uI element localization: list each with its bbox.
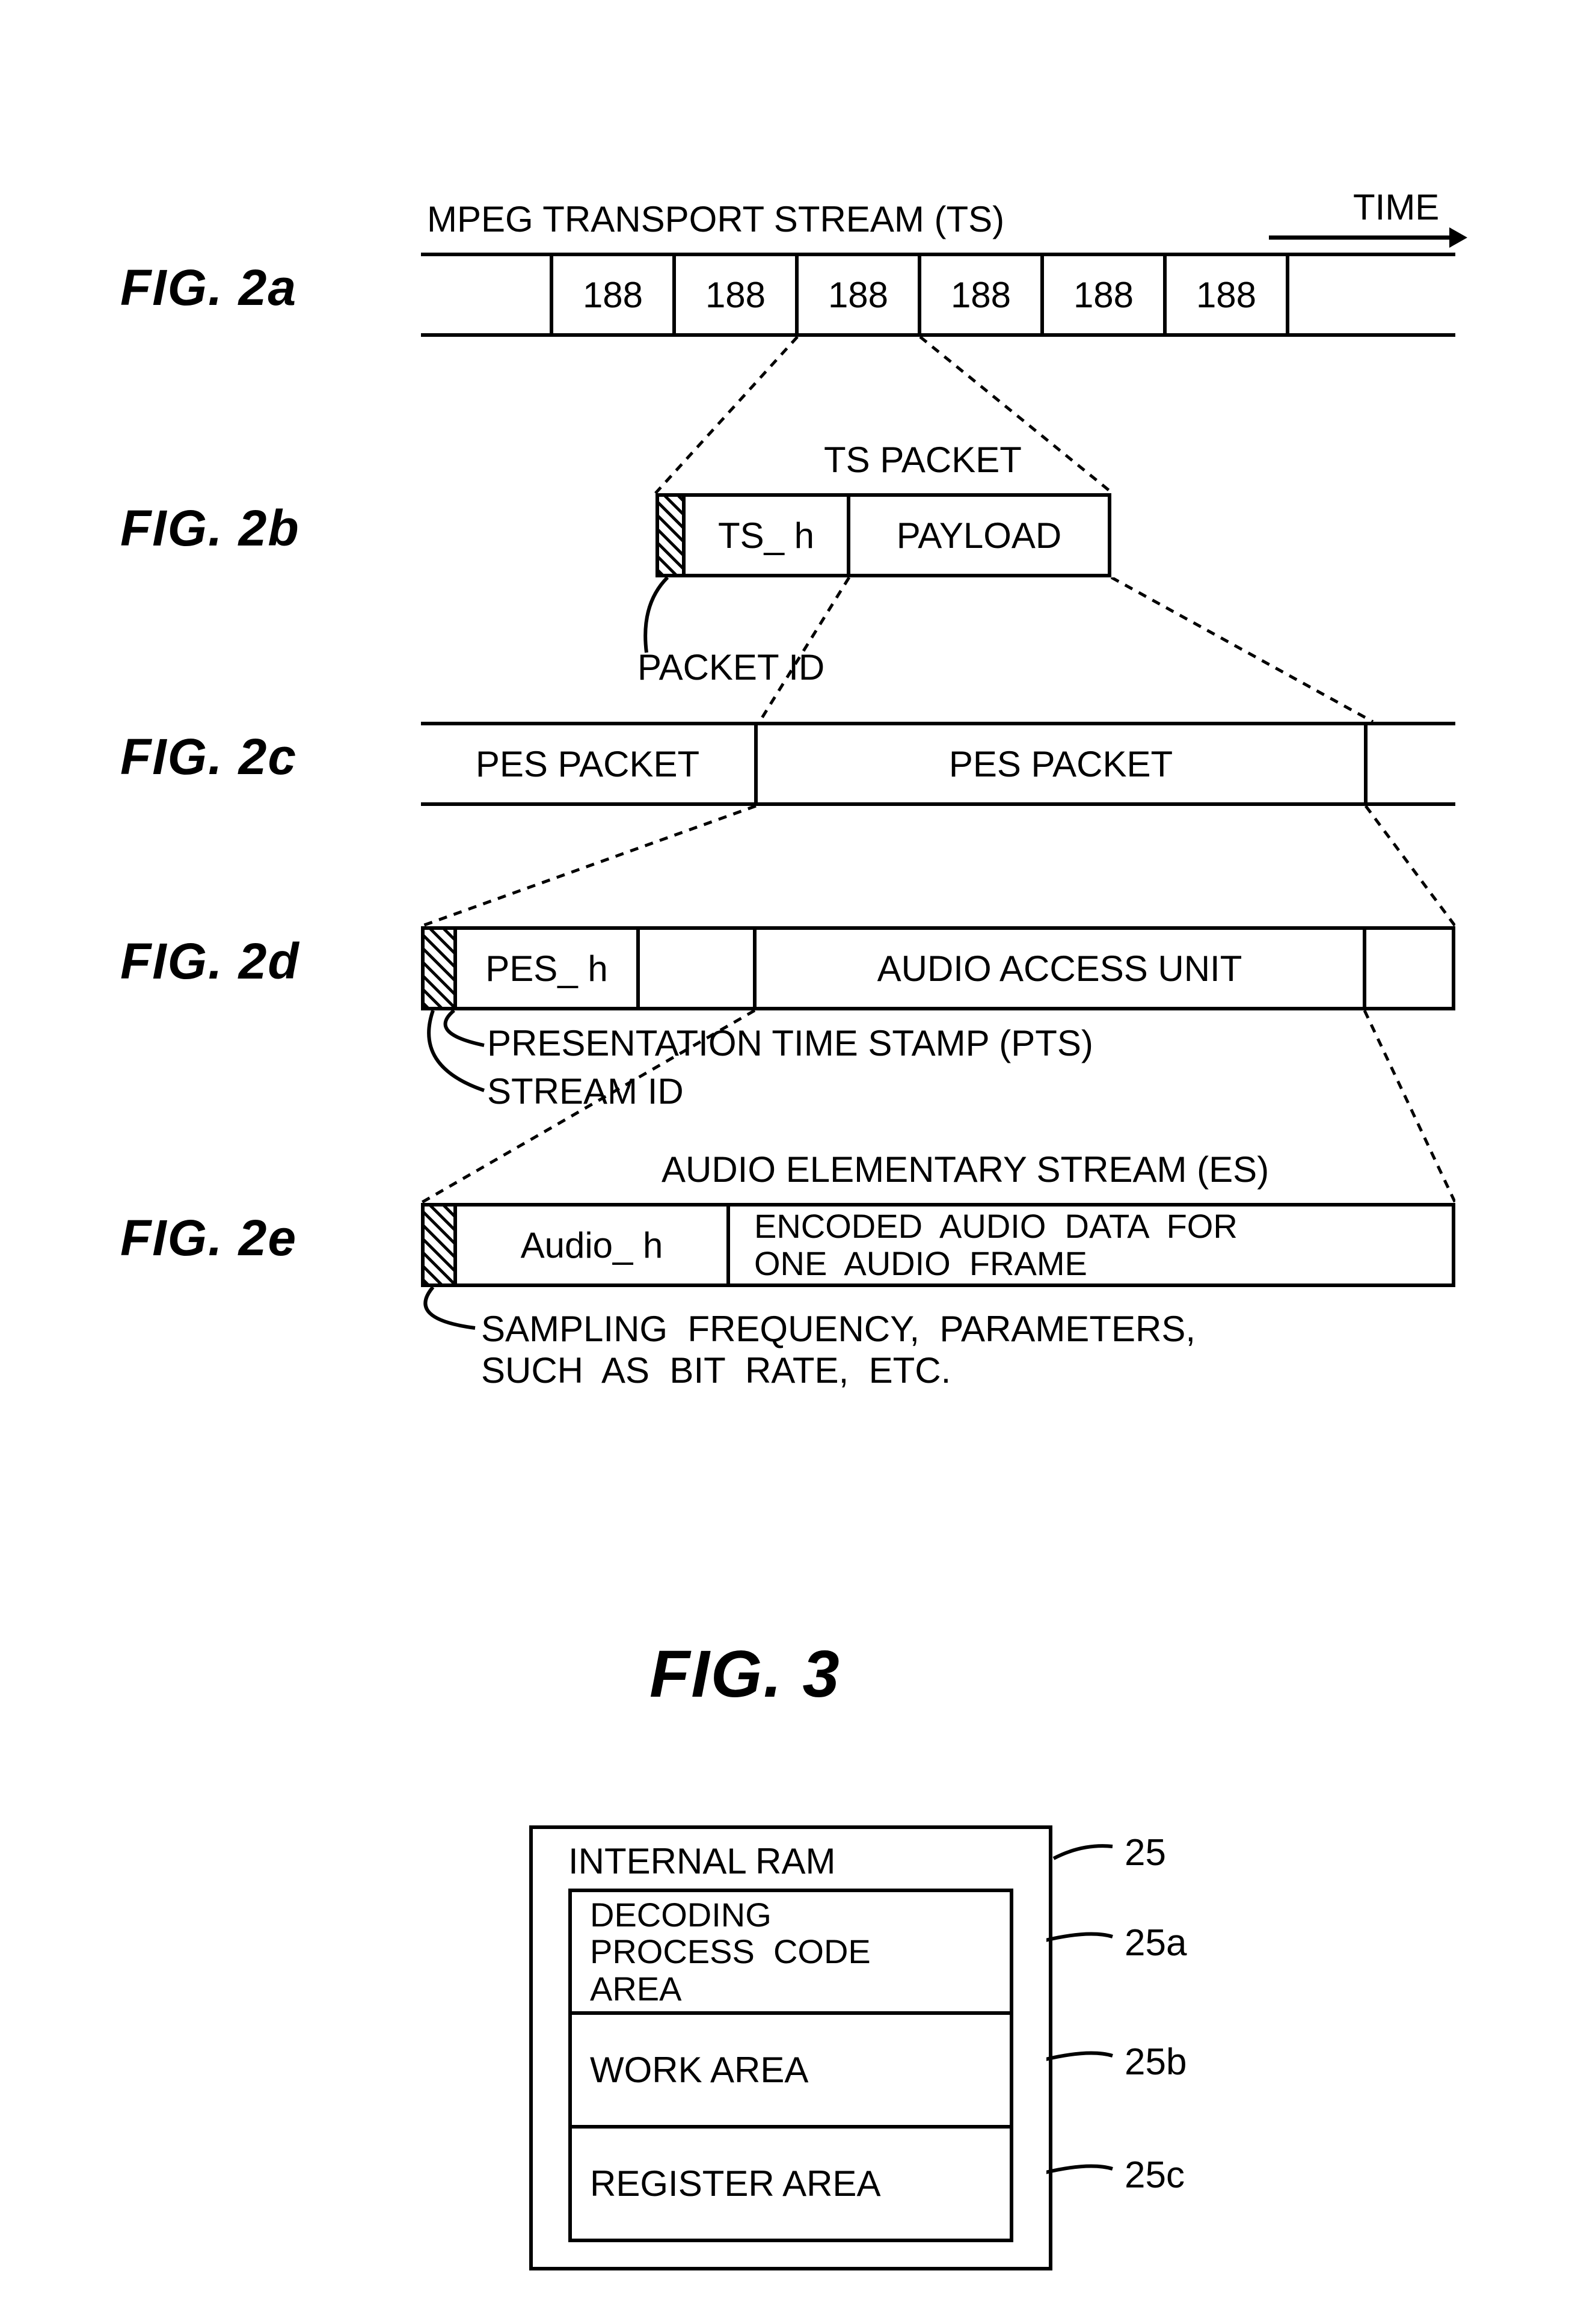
fig2d-cell-1 [636, 926, 757, 1010]
fig2d-cell-2-text: AUDIO ACCESS UNIT [877, 948, 1242, 989]
fig2e-callout: SAMPLING FREQUENCY, PARAMETERS, SUCH AS … [481, 1308, 1196, 1391]
fig2a-cell-4-text: 188 [1073, 274, 1134, 316]
time-arrow [1269, 223, 1467, 253]
fig2a-cell-2-text: 188 [828, 274, 888, 316]
fig2a-cell-3-text: 188 [951, 274, 1011, 316]
diagram-canvas: FIG. 2a MPEG TRANSPORT STREAM (TS) TIME … [0, 0, 1578, 2324]
fig2d-cell-0: PES_ h [453, 926, 640, 1010]
fig2c-cell-0: PES PACKET [421, 722, 758, 806]
fig3-ref-0: 25a [1125, 1922, 1187, 1964]
fig2a-label: FIG. 2a [120, 259, 297, 317]
fig2c-label: FIG. 2c [120, 728, 297, 786]
fig3-row-2-text: REGISTER AREA [590, 2163, 880, 2204]
fig2e-cell-0-text: Audio_ h [521, 1225, 663, 1266]
fig2d-cell-3 [1363, 926, 1455, 1010]
fig3-outer-title: INTERNAL RAM [568, 1840, 836, 1882]
fig3-row-0: DECODING PROCESS CODE AREA [568, 1889, 1013, 2015]
fig2d-cell-0-text: PES_ h [485, 948, 607, 989]
fig2d-hatch [421, 926, 457, 1010]
fig2a-cell-0: 188 [550, 253, 676, 337]
proj-2b-2c [421, 577, 1455, 722]
fig2b-cell-0: TS_ h [682, 493, 850, 577]
fig2e-cell-1-text: ENCODED AUDIO DATA FOR ONE AUDIO FRAME [754, 1208, 1238, 1282]
fig2b-label: FIG. 2b [120, 499, 300, 558]
fig2a-trail [1286, 253, 1455, 337]
fig2a-cell-2: 188 [795, 253, 921, 337]
fig2a-cell-5-text: 188 [1196, 274, 1256, 316]
fig2e-title: AUDIO ELEMENTARY STREAM (ES) [662, 1149, 1269, 1190]
fig2c-cell-1: PES PACKET [754, 722, 1368, 806]
fig2c-cell-1-text: PES PACKET [949, 743, 1173, 785]
fig2e-label: FIG. 2e [120, 1209, 297, 1267]
fig2b-cell-1-text: PAYLOAD [897, 515, 1062, 556]
fig2a-cell-5: 188 [1163, 253, 1289, 337]
fig2b-cell-0-text: TS_ h [718, 515, 814, 556]
fig2a-cell-4: 188 [1040, 253, 1167, 337]
fig3-ref-2: 25c [1125, 2154, 1185, 2196]
fig2a-cell-3: 188 [918, 253, 1044, 337]
fig2a-cell-1-text: 188 [705, 274, 766, 316]
fig2a-cell-1: 188 [672, 253, 799, 337]
fig2d-label: FIG. 2d [120, 932, 300, 991]
fig3-ref-outer: 25 [1125, 1831, 1166, 1874]
fig2b-hatch [655, 493, 686, 577]
proj-2c-2d [421, 806, 1455, 926]
fig3-row-0-text: DECODING PROCESS CODE AREA [590, 1896, 871, 2008]
fig3-row-1-text: WORK AREA [590, 2049, 808, 2091]
fig2b-title: TS PACKET [824, 439, 1022, 481]
fig3-label: FIG. 3 [649, 1636, 841, 1712]
fig2a-cell-0-text: 188 [583, 274, 643, 316]
fig2b-cell-1: PAYLOAD [847, 493, 1111, 577]
fig2e-cell-0: Audio_ h [453, 1203, 730, 1287]
fig2e-cell-1: ENCODED AUDIO DATA FOR ONE AUDIO FRAME [726, 1203, 1455, 1287]
fig2c-cell-0-text: PES PACKET [476, 743, 699, 785]
fig2e-hatch [421, 1203, 457, 1287]
time-label: TIME [1353, 186, 1439, 228]
fig3-ref-1: 25b [1125, 2041, 1187, 2083]
fig2a-title: MPEG TRANSPORT STREAM (TS) [427, 198, 1004, 240]
fig2c-trail [1364, 722, 1455, 806]
fig3-row-2: REGISTER AREA [568, 2125, 1013, 2242]
fig2a-lead [421, 253, 553, 337]
fig2d-cell-2: AUDIO ACCESS UNIT [753, 926, 1366, 1010]
fig3-row-1: WORK AREA [568, 2011, 1013, 2129]
fig2e-callout-lead [409, 1286, 487, 1352]
